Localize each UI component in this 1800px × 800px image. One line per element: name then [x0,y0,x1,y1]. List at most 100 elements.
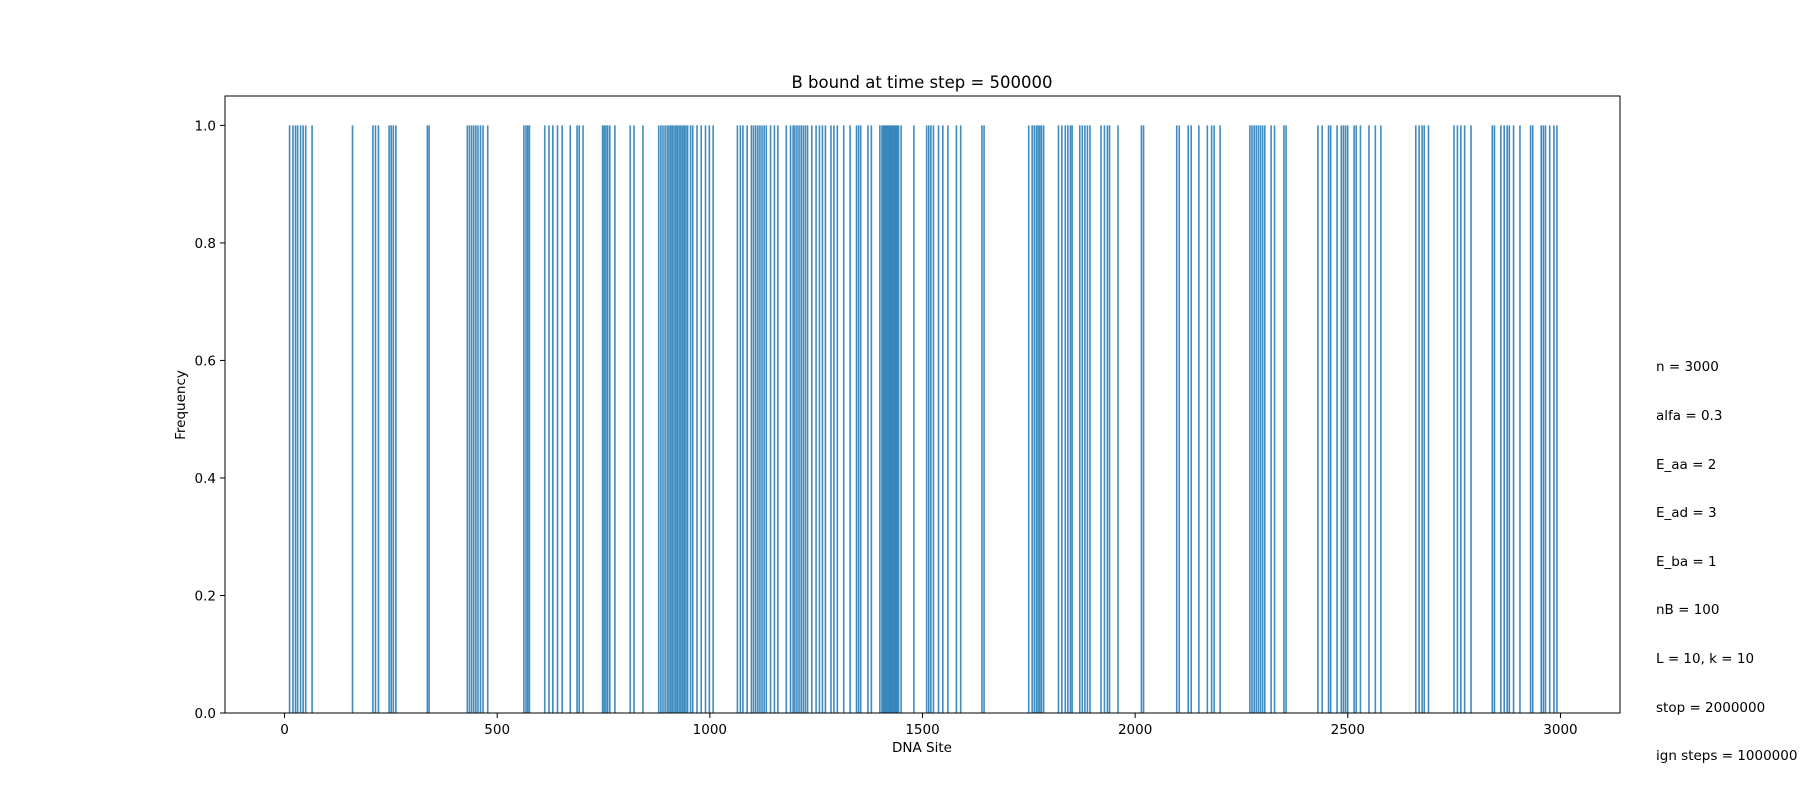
bar [759,125,761,713]
x-tick-label: 1500 [905,722,939,738]
bar [1261,125,1264,713]
bar [857,125,860,713]
bar [525,125,527,713]
bar [528,125,531,713]
y-tick-label: 1.0 [195,118,216,134]
bar [685,125,687,713]
bar [1512,125,1515,713]
bar [1190,125,1192,713]
bar [296,125,299,713]
bar [1317,125,1319,713]
bar [1038,125,1041,713]
bar [1140,125,1143,713]
y-tick-label: 0.4 [195,471,216,487]
bar [796,125,798,713]
bar [288,125,291,713]
bar [1219,125,1221,713]
bar [1210,125,1213,713]
bar [395,125,397,713]
bar [833,125,835,713]
bar [1503,125,1506,713]
bar [736,125,739,713]
bar [1553,125,1555,713]
param-line: stop = 2000000 [1656,699,1766,716]
bar [959,125,962,713]
bar [1033,125,1036,713]
bar [582,125,584,713]
bar [614,125,616,713]
bar [811,125,813,713]
bar [1414,125,1417,713]
bar [523,125,525,713]
bar [800,125,802,713]
bar [932,125,935,713]
bar [712,125,714,713]
bar [849,125,851,713]
bar [1259,125,1262,713]
bar [1540,125,1543,713]
bar [377,125,380,713]
param-line: nB = 100 [1656,602,1720,619]
bar [1327,125,1330,713]
bar [739,125,742,713]
bar [1380,125,1382,713]
bar [475,125,477,713]
bar [1344,125,1347,713]
bar [798,125,800,713]
bar [1255,125,1258,713]
bar [681,125,684,713]
bar [1374,125,1377,713]
bar [1078,125,1081,713]
bar [836,125,839,713]
bar [700,125,703,713]
bar [392,125,395,713]
bar [947,125,949,713]
bar [603,125,606,713]
bar [576,125,578,713]
bar [1213,125,1215,713]
bar [1368,125,1370,713]
bar [657,125,660,713]
bar [937,125,940,713]
bar [683,125,686,713]
param-line: alfa = 0.3 [1656,408,1723,425]
bar [642,125,644,713]
bar [879,125,881,713]
bar [526,125,529,713]
bar [482,125,484,713]
bar [1283,125,1285,713]
bar [1270,125,1272,713]
bar [578,125,580,713]
param-line: ign steps = 1000000 [1656,748,1798,765]
y-tick-label: 0.8 [195,236,216,252]
bar [1067,125,1069,713]
bar [1342,125,1345,713]
bar [302,125,304,713]
bar [390,125,392,713]
bar [893,125,896,713]
x-tick-label: 2000 [1118,722,1152,738]
bar [426,125,429,713]
bar [1251,125,1253,713]
bar [696,125,698,713]
bar [1040,125,1043,713]
bar [821,125,824,713]
bar [1100,125,1102,713]
bar [1418,125,1420,713]
bar [548,125,550,713]
bar [1427,125,1430,713]
bar [1519,125,1521,713]
y-axis-label: Frequency [173,370,189,440]
bar [757,125,759,713]
bar [662,125,664,713]
bar [785,125,788,713]
param-line: E_ba = 1 [1656,553,1717,570]
bar [765,125,768,713]
bar [742,125,744,713]
bar [691,125,694,713]
bar [1529,125,1532,713]
bar [351,125,354,713]
bar [1340,125,1343,713]
parameter-annotation: n = 3000 alfa = 0.3 E_aa = 2 E_ad = 3 E_… [1656,327,1797,781]
bar [1544,125,1547,713]
